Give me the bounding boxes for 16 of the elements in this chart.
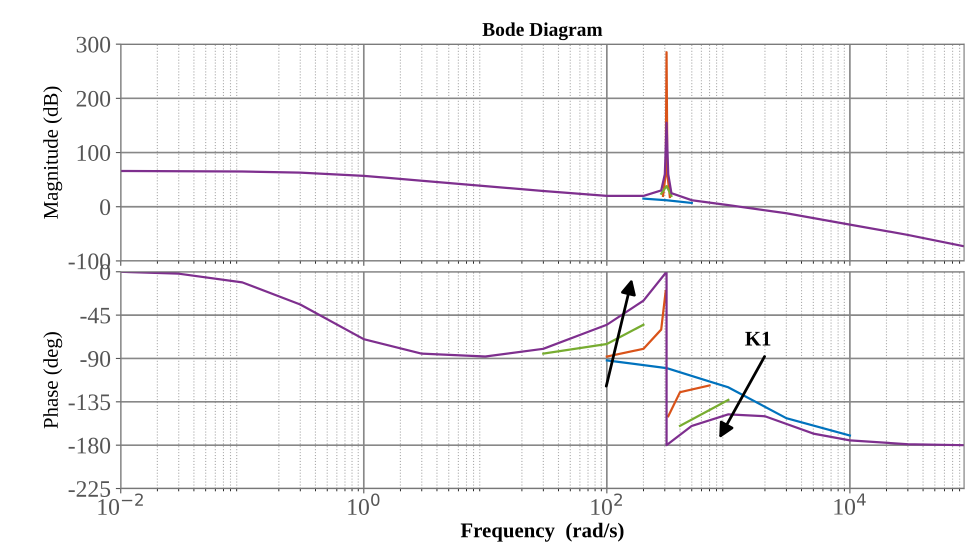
chart-title: Bode Diagram <box>482 22 602 40</box>
annotation: K1 <box>745 332 770 346</box>
x-tick-label: 10$^{4}$ <box>834 493 866 515</box>
y-tick-label: -180 <box>68 438 110 454</box>
y-tick-label: 100 <box>78 145 110 161</box>
y-axis-title: Phase (deg) <box>43 332 62 428</box>
y-tick-label: 200 <box>76 90 110 107</box>
y-tick-label: 0 <box>100 199 110 216</box>
y-tick-label: -45 <box>80 308 110 324</box>
x-tick-label: 10$^{2}$ <box>591 493 622 515</box>
y-tick-label: -90 <box>80 350 110 367</box>
y-axis-title: Magnitude (dB) <box>43 86 62 219</box>
y-tick-label: -135 <box>68 394 110 410</box>
y-tick-label: 300 <box>76 36 110 53</box>
x-tick-label: 10$^{0}$ <box>348 493 380 515</box>
x-axis-title: Frequency (rad/s) <box>460 522 624 542</box>
